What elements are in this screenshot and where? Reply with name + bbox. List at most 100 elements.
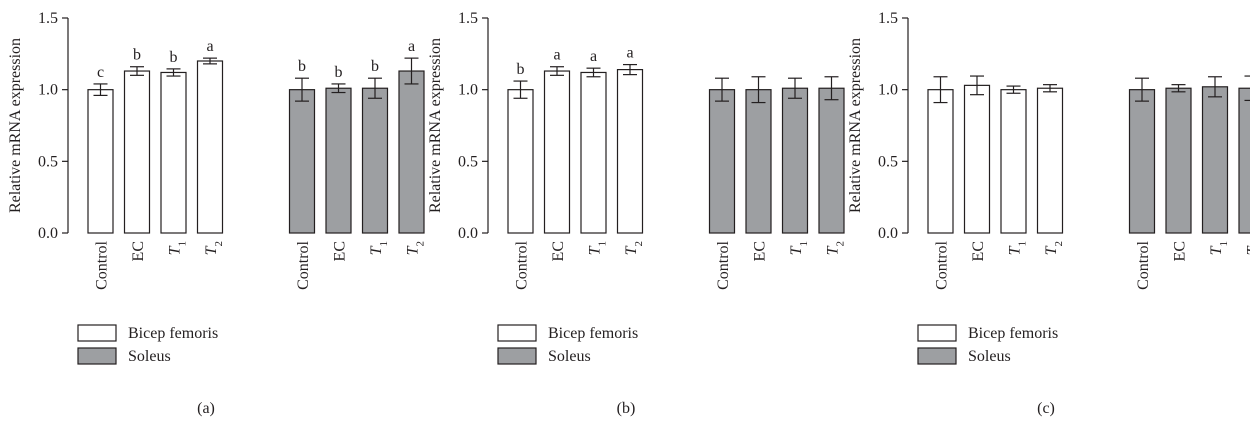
significance-label: a: [206, 38, 213, 55]
category-label-main: Control: [715, 240, 732, 289]
y-tick-label: 1.5: [878, 10, 898, 27]
category-label-main: T: [405, 245, 422, 255]
significance-label: a: [626, 45, 633, 62]
panel-label: (a): [197, 400, 215, 417]
significance-label: a: [553, 47, 560, 64]
category-label: Control: [1135, 240, 1152, 289]
category-label-main: Control: [295, 240, 312, 289]
y-tick-label: 0.5: [878, 153, 898, 170]
legend-label: Bicep femoris: [548, 325, 638, 342]
significance-label: b: [133, 47, 141, 64]
legend-swatch: [497, 324, 537, 342]
legend-label: Soleus: [128, 348, 171, 365]
bar: [781, 87, 809, 234]
bar: [398, 70, 425, 234]
category-label: Control: [514, 240, 531, 289]
y-tick-label: 1.5: [38, 10, 58, 27]
category-label: EC: [752, 241, 769, 261]
significance-label: b: [335, 64, 343, 81]
category-label-main: EC: [752, 241, 769, 261]
bar: [123, 70, 151, 234]
category-label: T1: [1208, 241, 1230, 255]
panel-label: (c): [1037, 400, 1055, 417]
category-label: T1: [167, 241, 189, 255]
category-label-main: Control: [94, 240, 111, 289]
legend-label: Bicep femoris: [968, 325, 1058, 342]
category-label-main: Control: [934, 240, 951, 289]
y-axis-label: Relative mRNA expression: [847, 38, 864, 213]
legend-swatch: [917, 324, 957, 342]
significance-label: a: [408, 38, 415, 55]
category-label-main: EC: [970, 241, 987, 261]
category-label-subscript: 1: [597, 241, 609, 247]
legend-label: Soleus: [548, 348, 591, 365]
bar: [1036, 87, 1064, 234]
significance-label: a: [590, 48, 597, 65]
category-label-subscript: 2: [633, 241, 645, 247]
category-label-main: T: [203, 245, 220, 255]
y-tick-label: 0.0: [38, 225, 58, 242]
bar: [325, 87, 352, 234]
significance-label: b: [371, 58, 379, 75]
category-label-main: EC: [130, 241, 147, 261]
bar: [708, 89, 736, 234]
category-label: T1: [368, 241, 390, 255]
y-tick-label: 0.5: [458, 153, 478, 170]
legend-label: Bicep femoris: [128, 325, 218, 342]
legend-label: Soleus: [968, 348, 1011, 365]
significance-label: b: [298, 58, 306, 75]
category-label-main: T: [1245, 245, 1250, 255]
category-label-subscript: 2: [415, 241, 427, 247]
y-tick-label: 0.0: [458, 225, 478, 242]
legend-swatch: [77, 347, 117, 365]
category-label-subscript: 2: [213, 241, 225, 247]
bar: [1238, 87, 1250, 234]
y-tick-label: 1.5: [458, 10, 478, 27]
bar: [507, 89, 534, 234]
bar: [1165, 87, 1192, 234]
category-label: T2: [203, 241, 225, 255]
category-label-main: T: [167, 245, 184, 255]
category-label-main: T: [368, 245, 385, 255]
legend-swatch: [77, 324, 117, 342]
category-label-main: Control: [514, 240, 531, 289]
category-label-main: EC: [1172, 241, 1189, 261]
bar: [963, 84, 991, 234]
category-label-main: T: [788, 245, 805, 255]
category-label-main: T: [825, 245, 842, 255]
category-label-subscript: 1: [798, 241, 810, 247]
category-label: T2: [825, 241, 847, 255]
category-label-main: T: [1208, 245, 1225, 255]
category-label-subscript: 1: [1017, 241, 1029, 247]
y-tick-label: 1.0: [458, 82, 478, 99]
category-label-main: EC: [550, 241, 567, 261]
bar: [745, 89, 772, 234]
category-label: Control: [934, 240, 951, 289]
category-label: T2: [1245, 241, 1250, 255]
category-label-subscript: 1: [177, 241, 189, 247]
category-label-main: T: [587, 245, 604, 255]
category-label-main: T: [1007, 245, 1024, 255]
category-label-main: T: [1043, 245, 1060, 255]
category-label: EC: [130, 241, 147, 261]
category-label: T1: [788, 241, 810, 255]
bar: [616, 68, 644, 234]
category-label: EC: [1172, 241, 1189, 261]
bar: [87, 89, 114, 234]
category-label: T2: [623, 241, 645, 255]
category-label-subscript: 2: [835, 241, 847, 247]
legend-swatch: [497, 347, 537, 365]
category-label: EC: [550, 241, 567, 261]
y-tick-label: 1.0: [38, 82, 58, 99]
y-tick-label: 1.0: [878, 82, 898, 99]
category-label-main: EC: [332, 241, 349, 261]
bar: [927, 89, 954, 234]
bar: [196, 60, 224, 234]
category-label-subscript: 1: [378, 241, 390, 247]
y-tick-label: 0.0: [878, 225, 898, 242]
category-label: T1: [1007, 241, 1029, 255]
bar: [580, 71, 607, 234]
category-label-main: Control: [1135, 240, 1152, 289]
significance-label: c: [97, 64, 104, 81]
